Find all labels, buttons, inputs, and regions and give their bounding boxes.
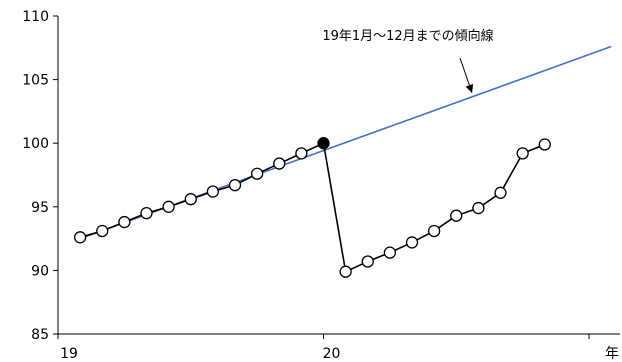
y-ticks: 85 90 95 100 105 110 (22, 9, 58, 343)
axes (57, 16, 620, 335)
data-point (383, 246, 397, 259)
y-tick-label: 105 (22, 73, 49, 89)
data-point (162, 200, 175, 213)
series-line-segment-1 (79, 142, 324, 239)
x-tick-label: 20 (323, 346, 341, 362)
data-point (516, 147, 529, 160)
data-point (228, 179, 242, 192)
data-point (339, 265, 352, 278)
x-tick-label: 19 (60, 346, 78, 362)
data-point (494, 186, 507, 199)
y-tick-label: 100 (22, 136, 49, 152)
trend-line-annotation: 19年1月～12月までの傾向線 (322, 28, 493, 44)
data-point (140, 207, 153, 220)
data-point (250, 167, 264, 180)
data-point (450, 209, 463, 222)
y-tick-label: 85 (31, 327, 49, 343)
data-point (206, 185, 220, 198)
data-point (96, 224, 109, 238)
y-tick-label: 95 (31, 200, 49, 216)
data-point (273, 157, 286, 170)
data-point (361, 255, 374, 268)
data-point (118, 215, 131, 229)
highlighted-data-point (317, 137, 330, 150)
data-point (427, 224, 441, 238)
x-axis-label: 年 (605, 346, 619, 362)
data-point (472, 201, 485, 215)
data-point (184, 193, 197, 206)
x-ticks: 19 20 (57, 334, 590, 362)
series-line-segment-2 (322, 143, 546, 273)
y-tick-label: 110 (22, 9, 49, 25)
data-point (405, 236, 419, 249)
series-layer (73, 45, 612, 278)
data-point (538, 138, 551, 151)
data-point (295, 147, 308, 160)
annotation-layer: 19年1月～12月までの傾向線 (322, 28, 494, 94)
y-tick-label: 90 (31, 263, 49, 279)
annotation-arrowhead (465, 83, 474, 93)
data-point (73, 231, 87, 244)
